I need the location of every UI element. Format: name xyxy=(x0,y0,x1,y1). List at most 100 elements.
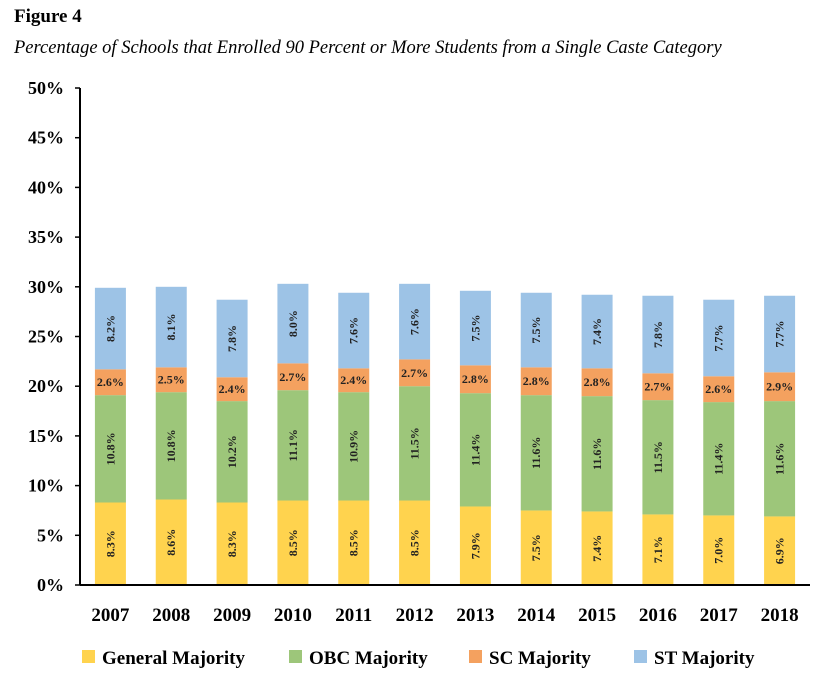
bar-segment xyxy=(399,500,431,585)
bar-segment xyxy=(703,515,735,585)
x-tick-label: 2008 xyxy=(152,605,190,626)
bar-segment xyxy=(703,402,735,516)
bar-value-label: 11.5% xyxy=(651,441,665,473)
bar-segment xyxy=(703,299,735,377)
bar-segment xyxy=(277,363,309,391)
figure-label: Figure 4 xyxy=(14,6,82,27)
figure-caption: Percentage of Schools that Enrolled 90 P… xyxy=(14,38,722,58)
y-tick-label: 0% xyxy=(37,575,64,595)
bar-segment xyxy=(277,500,309,585)
bar-segment xyxy=(338,500,370,585)
bar-value-label: 7.0% xyxy=(712,537,726,564)
legend-label: General Majority xyxy=(102,648,245,669)
bar-segment xyxy=(764,516,796,585)
y-tick-label: 50% xyxy=(28,78,64,98)
bar-value-label: 10.2% xyxy=(225,435,239,468)
y-tick-label: 15% xyxy=(28,426,64,446)
legend-label: OBC Majority xyxy=(309,648,428,669)
bar-segment xyxy=(338,368,370,393)
bar-value-label: 7.8% xyxy=(651,321,665,348)
bar-value-label: 2.6% xyxy=(97,375,124,389)
bar-value-label: 11.6% xyxy=(590,438,604,470)
bar-value-label: 7.6% xyxy=(408,308,422,335)
bar-value-label: 2.4% xyxy=(219,382,246,396)
bar-segment xyxy=(642,295,674,374)
y-tick-label: 5% xyxy=(37,525,64,545)
bar-segment xyxy=(520,510,552,585)
bar-value-label: 2.7% xyxy=(644,380,671,394)
bar-value-label: 11.1% xyxy=(286,429,300,461)
legend-swatch xyxy=(289,650,302,663)
bar-segment xyxy=(338,392,370,501)
bar-segment xyxy=(94,502,126,585)
bar-segment xyxy=(277,283,309,364)
bar-value-label: 11.5% xyxy=(408,427,422,459)
bar-segment xyxy=(520,292,552,368)
bar-segment xyxy=(155,367,187,393)
bar-segment xyxy=(399,359,431,387)
bar-segment xyxy=(94,395,126,503)
y-tick-label: 35% xyxy=(28,227,64,247)
bar-value-label: 7.9% xyxy=(468,532,482,559)
bar-segment xyxy=(216,502,248,585)
bar-value-label: 7.7% xyxy=(712,324,726,351)
bar-segment xyxy=(764,295,796,373)
legend-swatch xyxy=(469,650,482,663)
bar-segment xyxy=(581,368,613,397)
bar-value-label: 11.4% xyxy=(712,443,726,475)
bar-value-label: 7.5% xyxy=(468,315,482,342)
bar-segment xyxy=(399,386,431,501)
y-tick-label: 10% xyxy=(28,476,64,496)
bar-value-label: 2.8% xyxy=(584,375,611,389)
bar-segment xyxy=(338,292,370,369)
bar-segment xyxy=(520,395,552,511)
bar-value-label: 8.6% xyxy=(164,529,178,556)
y-tick-label: 30% xyxy=(28,277,64,297)
bar-segment xyxy=(581,396,613,512)
bar-value-label: 2.7% xyxy=(401,366,428,380)
legend-swatch xyxy=(634,650,647,663)
bar-segment xyxy=(642,373,674,401)
x-tick-label: 2012 xyxy=(396,605,434,626)
bar-value-label: 7.5% xyxy=(529,317,543,344)
x-tick-label: 2018 xyxy=(761,605,799,626)
bar-segment xyxy=(764,372,796,402)
bar-value-label: 8.5% xyxy=(347,529,361,556)
bar-value-label: 7.4% xyxy=(590,318,604,345)
bar-segment xyxy=(459,393,491,507)
bar-segment xyxy=(216,377,248,402)
x-tick-label: 2014 xyxy=(517,605,556,626)
bar-value-label: 7.6% xyxy=(347,317,361,344)
bar-segment xyxy=(94,369,126,396)
bar-segment xyxy=(581,294,613,369)
bar-segment xyxy=(155,499,187,585)
y-tick-label: 40% xyxy=(28,177,64,197)
bar-value-label: 8.2% xyxy=(103,315,117,342)
x-tick-label: 2010 xyxy=(274,605,312,626)
bar-segment xyxy=(642,514,674,585)
bar-value-label: 2.4% xyxy=(340,373,367,387)
bar-value-label: 8.3% xyxy=(103,530,117,557)
x-tick-label: 2015 xyxy=(578,605,616,626)
bar-value-label: 2.6% xyxy=(705,382,732,396)
bar-segment xyxy=(399,283,431,360)
bar-value-label: 8.0% xyxy=(286,310,300,337)
bar-value-label: 7.5% xyxy=(529,534,543,561)
bar-segment xyxy=(520,367,552,396)
bar-segment xyxy=(459,506,491,585)
y-tick-label: 20% xyxy=(28,376,64,396)
bar-value-label: 2.5% xyxy=(158,373,185,387)
bar-value-label: 8.5% xyxy=(286,529,300,556)
bar-segment xyxy=(581,511,613,585)
bar-value-label: 10.8% xyxy=(103,432,117,465)
bar-value-label: 2.7% xyxy=(279,370,306,384)
bar-segment xyxy=(216,299,248,378)
bar-value-label: 8.3% xyxy=(225,530,239,557)
bar-segment xyxy=(277,390,309,501)
x-tick-label: 2013 xyxy=(456,605,494,626)
x-tick-label: 2007 xyxy=(91,605,130,626)
bar-value-label: 7.4% xyxy=(590,535,604,562)
x-tick-label: 2011 xyxy=(335,605,372,626)
bar-segment xyxy=(459,290,491,366)
